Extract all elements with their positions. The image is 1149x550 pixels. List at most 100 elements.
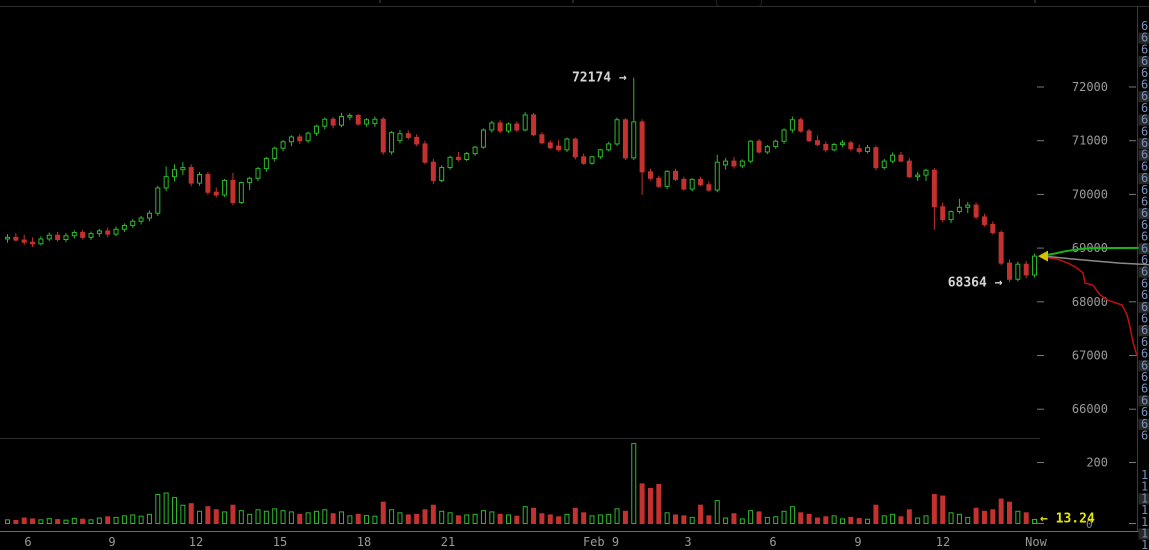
volume-bar	[414, 513, 420, 524]
candle	[255, 167, 261, 181]
candle	[940, 202, 946, 223]
candle	[405, 130, 411, 140]
candle-body	[397, 133, 403, 142]
orderbook-price-digit: 6	[1141, 417, 1148, 431]
candle	[330, 117, 336, 129]
candle-body	[205, 174, 211, 193]
volume-bar	[497, 513, 503, 524]
volume-bar	[1023, 512, 1029, 525]
volume-bar	[1015, 510, 1021, 524]
candle-body	[656, 177, 662, 187]
candle	[614, 117, 620, 147]
candle	[514, 121, 520, 133]
volume-bar	[539, 513, 545, 524]
candle	[13, 233, 19, 242]
candle	[447, 155, 453, 170]
candle-body	[238, 182, 244, 203]
candle-body	[455, 156, 461, 160]
orderbook-row-highlight	[1138, 528, 1149, 540]
candle-body	[222, 179, 228, 196]
orderbook-price-digit: 6	[1141, 382, 1148, 396]
candle	[664, 170, 670, 190]
volume-bar	[46, 518, 52, 524]
candle-body	[731, 160, 737, 167]
volume-bar	[681, 515, 687, 524]
orderbook-price-digit: 6	[1141, 230, 1148, 244]
candle	[322, 117, 328, 130]
candle	[213, 187, 219, 198]
candle	[990, 221, 996, 235]
orderbook-amount-digit: 1	[1141, 515, 1148, 529]
candle	[1007, 259, 1012, 283]
volume-bar	[422, 509, 428, 524]
volume-bar	[547, 514, 553, 525]
candle-body	[464, 153, 470, 160]
candle	[898, 151, 904, 163]
volume-bar	[80, 518, 86, 524]
volume-bar	[831, 515, 837, 524]
volume-bar	[288, 511, 294, 525]
volume-bar	[906, 509, 912, 524]
volume-bar	[556, 516, 562, 524]
candle	[597, 148, 603, 159]
candle-body	[606, 143, 612, 151]
candle-body	[372, 118, 378, 125]
candle-body	[489, 122, 495, 131]
orderbook-price-digit: 6	[1141, 195, 1148, 209]
orderbook-amount-digit: 1	[1141, 503, 1148, 517]
candle-body	[297, 136, 303, 142]
orderbook-price-digit: 6	[1141, 89, 1148, 103]
volume-bar	[238, 510, 244, 525]
volume-bar	[380, 501, 386, 524]
volume-bar	[631, 443, 637, 524]
orderbook-price-digit: 6	[1141, 218, 1148, 232]
candle-body	[105, 230, 111, 235]
volume-bar	[890, 513, 896, 524]
price-tick-label: 71000	[1072, 134, 1108, 148]
candle	[247, 176, 253, 191]
candle-body	[706, 184, 712, 191]
candle-body	[798, 119, 804, 132]
volume-bar	[88, 519, 94, 525]
candle	[915, 171, 921, 181]
candle-body	[339, 116, 344, 126]
candle	[222, 178, 228, 198]
candle-body	[689, 178, 695, 190]
orderbook-row-highlight	[1138, 493, 1149, 505]
candle	[606, 141, 612, 152]
candle-body	[430, 161, 436, 181]
candle-body	[639, 121, 645, 173]
volume-bar	[589, 515, 595, 524]
volume-bar	[247, 513, 253, 524]
volume-bar	[472, 513, 478, 524]
candle-body	[480, 129, 486, 148]
orderbook-price-digit: 6	[1141, 78, 1148, 92]
candle-body	[322, 118, 328, 127]
candle	[539, 132, 545, 145]
candle	[873, 145, 879, 171]
orderbook-price-digit: 6	[1141, 42, 1148, 56]
volume-bar	[230, 504, 236, 525]
volume-bar	[940, 495, 946, 524]
candle	[163, 166, 169, 192]
volume-bar	[188, 503, 194, 524]
volume-bar	[364, 515, 370, 525]
orderbook-row-highlight	[1138, 173, 1149, 185]
candle	[673, 168, 678, 181]
candle	[88, 231, 94, 241]
orderbook-row-highlight	[1138, 395, 1149, 407]
candle-body	[380, 118, 386, 153]
volume-bar	[823, 516, 829, 524]
candle	[789, 116, 795, 133]
candle	[773, 139, 779, 149]
candle	[622, 118, 628, 161]
candle	[956, 198, 962, 214]
volume-bar	[355, 513, 361, 524]
candle	[272, 146, 278, 162]
candle	[46, 232, 52, 242]
candle-body	[197, 174, 203, 184]
volume-bar	[856, 518, 862, 524]
time-tick-label: 3	[684, 535, 691, 549]
candle-body	[1015, 263, 1021, 280]
